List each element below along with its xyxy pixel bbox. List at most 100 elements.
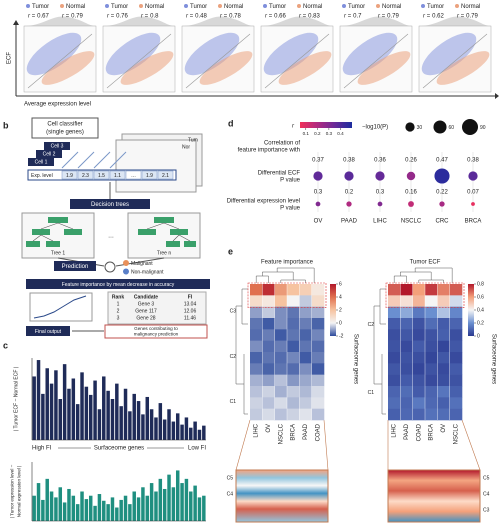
column-label: PAAD [404,423,410,440]
heatmap-cell [287,284,300,296]
section-title: Feature importance by mean decrease in a… [62,282,175,288]
row-label: P value [280,178,301,184]
r-value: r = 0.79 [62,13,84,19]
colorbar-tick-label: 0 [477,333,480,339]
bar [71,495,76,521]
output-box [104,324,208,339]
colorbar-tick-label: 2 [339,307,342,313]
bar [115,507,119,521]
bar [193,421,197,440]
heatmap-cell [388,408,401,421]
heatmap-cell [412,306,426,319]
heatmap-cell [388,318,401,330]
bar [84,386,89,440]
zoom-label: C3 [483,507,490,513]
bar [154,417,158,440]
heatmap-cell [262,374,275,387]
colorbar-tick-label: 0 [339,320,342,326]
column-label: COAD [416,423,422,441]
r-prefix: r = [344,13,352,19]
zoom-connector [235,419,329,471]
card-label: Tum [188,137,198,143]
output-label: malignancy prediction [134,332,179,337]
heatmap-cell [388,397,401,409]
heatmap-cell [400,352,413,364]
heatmap-cell [274,363,288,375]
tree-nodes [26,217,196,247]
heatmap-cell [425,306,438,319]
r-prefix: r = [107,13,115,19]
category-label: NSCLC [401,219,422,225]
mini-chart-line [33,295,87,319]
bubble [315,201,321,207]
bar [154,491,158,521]
r-value: r = 0.78 [220,13,242,19]
column-label: NSCLC [278,423,284,444]
heatmap-cell [412,318,426,330]
value-label: 0.3 [376,190,385,196]
heatmap-cell [400,318,413,330]
heatmap-cell [274,329,288,341]
exp-values: 1.9 2.3 1.5 1.1 … 1.9 2.1 [61,170,174,180]
density [24,16,96,26]
bar [106,504,110,521]
bar [32,376,36,440]
section-bar [26,279,210,289]
heatmap-cell [412,284,426,296]
zoom-label: C5 [227,475,234,481]
output-label: Genes contributing to [134,326,178,331]
legend-label: Tumor [32,4,49,10]
bar [41,499,45,521]
heatmap-title: Feature importance [261,260,314,266]
heatmap-cell [412,352,426,364]
r-number: 0.79 [71,13,83,19]
point-cloud [357,51,411,85]
legend-marker [105,4,109,8]
table-header: Rank [112,294,124,300]
zoom-box [387,469,481,523]
colorbar-tick-label: -2 [339,333,344,339]
heatmap-cell [425,408,438,421]
heatmap-cell [274,397,288,409]
heatmap-cell [287,295,300,307]
panel-label: d [228,118,234,128]
category-label: LIHC [373,219,387,225]
heatmap-cell [274,386,288,398]
heatmap-cell [311,386,325,398]
bar [67,488,71,521]
zoom-label: C4 [227,491,234,497]
bar [75,404,80,440]
bar [141,414,145,440]
colorbar-tick-label: 0.1 [303,131,310,136]
heatmap-cell [274,340,288,353]
fit-line [264,33,330,89]
heatmap-cell [437,329,450,341]
bar [115,383,119,440]
bar [136,497,141,521]
table-cell: 1 [117,301,120,307]
bar [62,502,67,521]
heatmap-cell [311,352,325,364]
legend-marker [342,4,346,8]
tree-label: … [108,234,114,240]
heatmap-cell [250,363,263,375]
bar [54,497,58,521]
heatmap-cell [262,363,275,375]
heatmap-cell [262,306,275,319]
classifier-title: (single genes) [46,130,84,136]
point-cloud [105,32,161,76]
bubble [375,171,385,181]
point-cloud [120,51,174,85]
table-cell: Gene 28 [136,315,155,321]
bar [97,494,102,521]
heatmap-cell [449,363,463,375]
heatmap-cell [388,340,401,353]
bar [75,504,80,521]
bar [149,483,154,521]
heatmap-cell [250,374,263,387]
heatmap-cell [449,408,463,421]
heatmap-cell [425,397,438,409]
cell-tab [28,158,54,166]
bar [180,483,184,521]
bar [119,499,123,521]
